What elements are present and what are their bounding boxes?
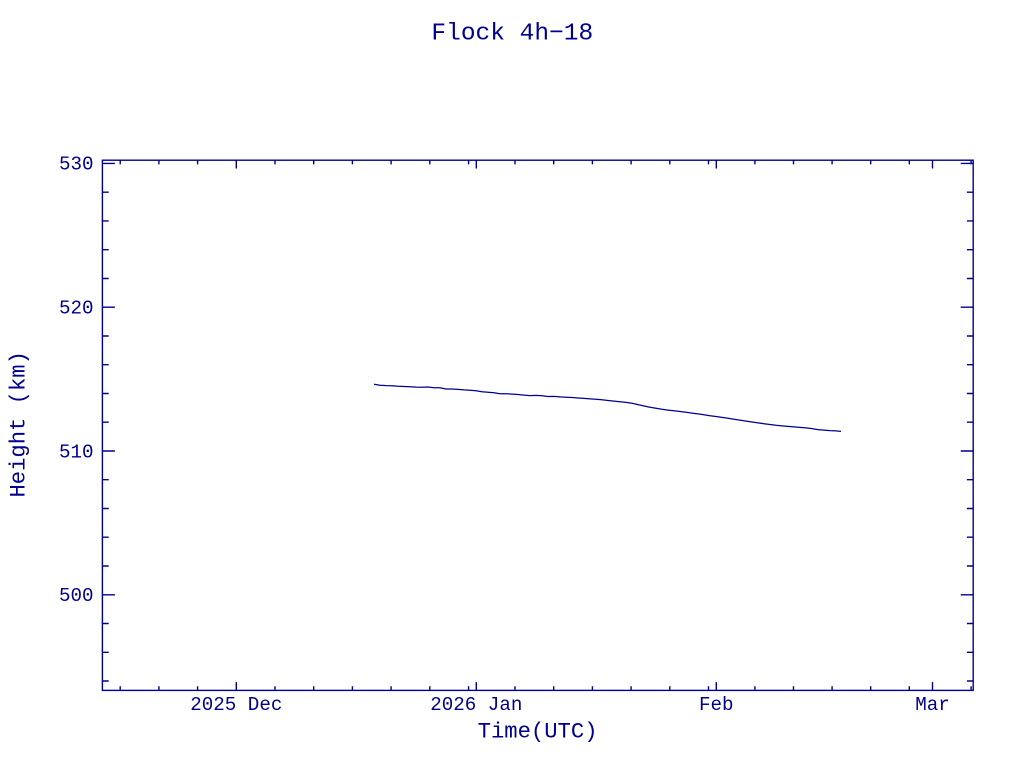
svg-text:500: 500 [59,585,94,607]
svg-text:Time(UTC): Time(UTC) [478,720,598,745]
svg-text:2025 Dec: 2025 Dec [190,694,282,716]
svg-text:530: 530 [59,154,94,176]
svg-text:Feb: Feb [699,694,734,716]
svg-text:2026 Jan: 2026 Jan [430,694,522,716]
svg-text:510: 510 [59,441,94,463]
svg-text:Height (km): Height (km) [6,351,31,497]
svg-text:520: 520 [59,298,94,320]
svg-text:Flock 4h−18: Flock 4h−18 [431,20,593,47]
svg-text:Mar: Mar [915,694,950,716]
